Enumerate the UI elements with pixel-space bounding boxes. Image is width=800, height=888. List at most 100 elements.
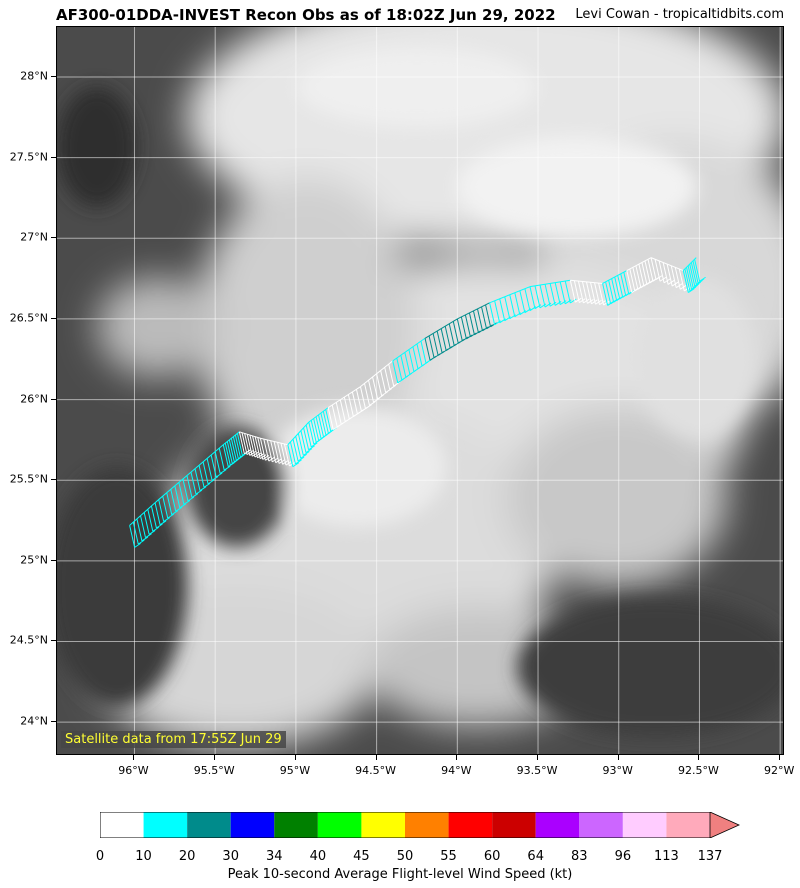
wind-barb (228, 439, 235, 462)
colorbar-tick-label: 64 (527, 849, 544, 864)
colorbar-swatch (492, 812, 536, 838)
wind-barb (166, 492, 173, 515)
colorbar-swatch (579, 812, 623, 838)
wind-barb (270, 440, 277, 463)
wind-barb-flag (159, 520, 167, 526)
wind-barb-flag (534, 304, 542, 310)
wind-barb (174, 485, 181, 508)
wind-barb (412, 346, 419, 369)
latitude-tick-label: 27.5°N (9, 150, 48, 164)
wind-barb (295, 436, 302, 459)
wind-barb-flag (303, 451, 310, 456)
colorbar-tick-label: 60 (483, 849, 501, 864)
wind-barb-flag (564, 299, 572, 305)
longitude-tick (537, 755, 539, 760)
wind-barb (170, 489, 177, 512)
wind-barb (686, 267, 693, 290)
grid-lines (57, 27, 783, 754)
longitude-tick-label: 92.5°W (678, 764, 719, 777)
wind-barb (236, 433, 243, 456)
wind-barb-flag (163, 517, 170, 522)
wind-barb-flag (305, 448, 313, 454)
map-credit: Levi Cowan - tropicaltidbits.com (575, 7, 784, 22)
wind-barb (315, 416, 322, 439)
wind-barb (420, 340, 427, 364)
wind-barb-flag (297, 456, 305, 462)
colorbar-tick-label: 137 (697, 849, 723, 864)
longitude-tick (456, 755, 458, 760)
wind-barb-flag (171, 510, 179, 516)
colorbar-tick-label: 96 (614, 849, 632, 864)
latitude-tick (51, 721, 56, 723)
latitude-tick-label: 25.5°N (9, 472, 48, 486)
wind-barb (519, 290, 526, 313)
wind-barb (259, 438, 266, 461)
wind-barb-flag (141, 536, 149, 542)
latitude-tick-label: 25°N (20, 553, 48, 567)
wind-barb (150, 505, 157, 529)
longitude-tick (617, 755, 619, 760)
wind-barb (318, 414, 324, 437)
latitude-tick (51, 398, 56, 400)
wind-barb (416, 343, 423, 367)
wind-barb-flag (466, 334, 473, 340)
wind-barb (277, 442, 284, 465)
colorbar-label: Peak 10-second Average Flight-level Wind… (227, 867, 573, 882)
longitude-tick-label: 94.5°W (355, 764, 397, 777)
wind-barb (222, 444, 229, 467)
wind-barb (310, 420, 317, 443)
wind-barb (322, 411, 329, 434)
wind-barb (635, 265, 642, 288)
wind-barb-flag (295, 459, 302, 465)
colorbar-tick-label: 45 (353, 849, 370, 864)
longitude-tick-label: 93.5°W (516, 764, 558, 777)
wind-barb (372, 376, 379, 400)
wind-barb (444, 326, 451, 349)
wind-barb (246, 434, 253, 457)
satellite-map (57, 27, 783, 754)
wind-barb (241, 432, 248, 455)
wind-barb (147, 509, 154, 532)
colorbar-swatch (535, 812, 580, 838)
wind-barb-flag (223, 465, 231, 471)
wind-barb (190, 472, 197, 495)
wind-barb (325, 409, 332, 432)
wind-barb (224, 442, 231, 466)
wind-barb (489, 302, 496, 325)
wind-barb (689, 263, 696, 287)
wind-barb (472, 310, 479, 333)
map-panel[interactable]: Satellite data from 17:55Z Jun 29 (56, 26, 784, 755)
track-segment (129, 499, 160, 526)
wind-barb (380, 370, 387, 393)
wind-barb (327, 407, 334, 430)
wind-barb-flag (559, 300, 567, 306)
latitude-tick (51, 237, 56, 239)
wind-barb (614, 276, 621, 300)
wind-barb (674, 267, 681, 290)
wind-barb (534, 285, 541, 308)
wind-barb (598, 282, 605, 306)
colorbar-swatch (361, 812, 405, 838)
wind-barb-flag (215, 472, 223, 478)
wind-barb-flag (207, 479, 215, 485)
wind-barb (554, 282, 561, 305)
wind-barb (581, 281, 588, 304)
wind-barb (335, 402, 342, 425)
longitude-tick-label: 93°W (602, 764, 633, 777)
wind-barb-flag (199, 486, 207, 492)
colorbar-tick-label: 40 (309, 849, 327, 864)
longitude-tick (779, 755, 781, 760)
colorbar-swatch (666, 812, 710, 838)
wind-barb-flag (292, 462, 300, 468)
wind-barb-flag (219, 469, 227, 474)
wind-barb-flag (249, 451, 256, 456)
colorbar-tick-label: 34 (266, 849, 283, 864)
wind-barb (626, 270, 633, 293)
wind-barb (158, 499, 165, 522)
wind-barb-flag (152, 526, 160, 532)
wind-barb (308, 422, 315, 445)
wind-barb (529, 286, 536, 309)
latitude-tick-label: 24°N (20, 714, 48, 728)
latitude-tick-label: 26°N (20, 392, 48, 406)
wind-barb (136, 518, 143, 542)
